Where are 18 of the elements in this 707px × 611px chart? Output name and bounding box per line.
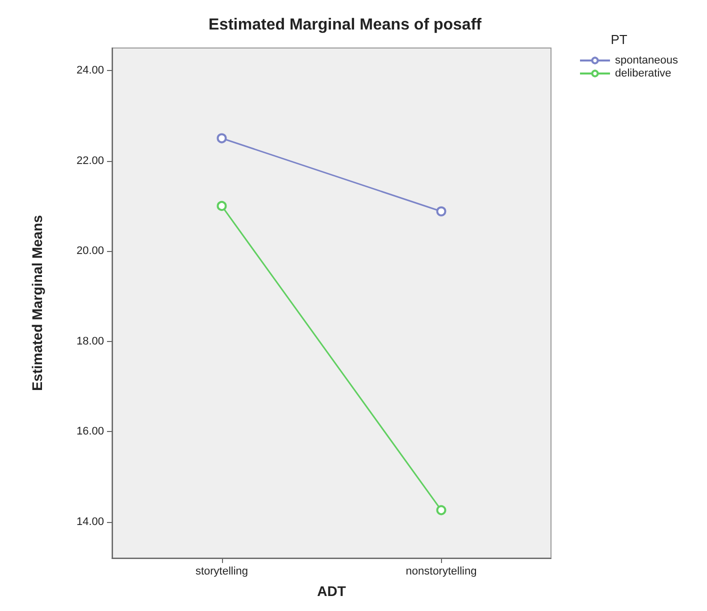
x-axis-title: ADT xyxy=(317,583,346,599)
point xyxy=(216,200,227,211)
chart-title: Estimated Marginal Means of posaff xyxy=(208,16,482,34)
x-tick-label: nonstorytelling xyxy=(406,566,477,578)
y-tick-label: 16.00 xyxy=(76,426,104,438)
point xyxy=(216,133,227,144)
point xyxy=(436,206,446,216)
y-tick-label: 24.00 xyxy=(76,64,104,77)
legend-title: PT xyxy=(610,32,628,47)
y-tick-label: 18.00 xyxy=(76,335,104,348)
x-tick-label: storytelling xyxy=(195,566,248,578)
legend-label: deliberative xyxy=(615,68,672,80)
legend-label: spontaneous xyxy=(615,54,678,66)
y-tick-label: 22.00 xyxy=(76,154,104,167)
point xyxy=(436,505,446,516)
y-tick-label: 20.00 xyxy=(76,245,104,258)
y-axis-title: Estimated Marginal Means xyxy=(29,214,45,391)
y-tick-label: 14.00 xyxy=(76,516,104,528)
